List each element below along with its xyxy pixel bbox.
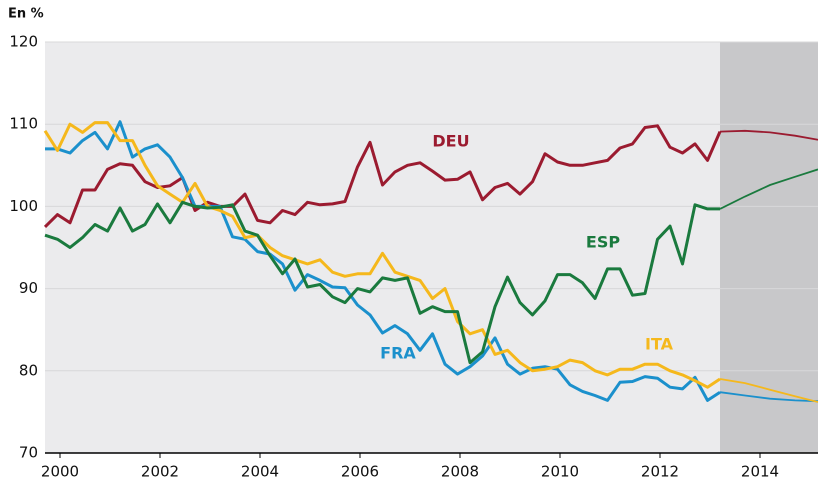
series-line [43, 121, 721, 389]
projection-line [719, 391, 818, 403]
y-axis-label: En % [8, 7, 44, 22]
y-tick-label: 100 [9, 197, 38, 215]
x-tick-label: 2008 [441, 463, 479, 481]
projection-line [719, 168, 818, 210]
projection-area [720, 42, 818, 453]
x-tick-label: 2000 [41, 463, 79, 481]
y-tick-label: 120 [9, 33, 38, 51]
x-tick-label: 2006 [341, 463, 379, 481]
x-tick-label: 2004 [241, 463, 279, 481]
series-line [44, 200, 720, 365]
y-tick-label: 110 [9, 115, 38, 133]
y-tick-label: 80 [19, 361, 38, 379]
series-line [45, 120, 721, 402]
series-label: ESP [586, 233, 620, 252]
projection-line [719, 378, 818, 403]
projection-line [719, 129, 818, 141]
y-tick-label: 70 [19, 444, 38, 462]
x-tick-label: 2002 [141, 463, 179, 481]
x-tick-label: 2012 [641, 463, 679, 481]
x-tick-label: 2014 [741, 463, 779, 481]
x-tick-label: 2010 [541, 463, 579, 481]
series-label: FRA [380, 344, 416, 363]
series-label: ITA [645, 335, 674, 354]
y-tick-label: 90 [19, 279, 38, 297]
series-label: DEU [432, 132, 469, 151]
